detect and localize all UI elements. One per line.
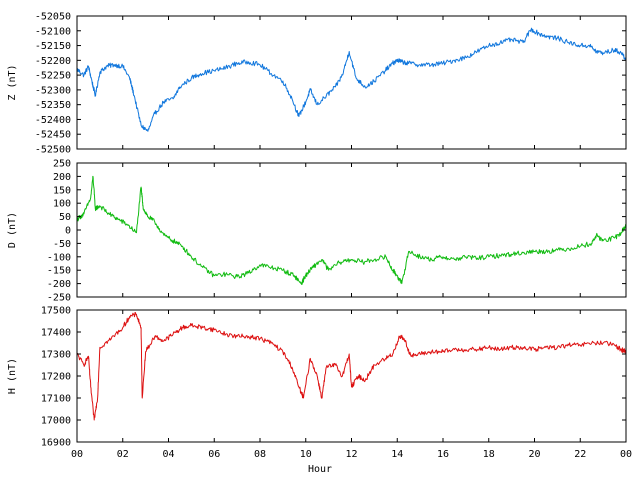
h-ytick-label: 17000 — [41, 416, 71, 427]
x-tick-label: 20 — [528, 449, 540, 460]
x-tick-label: 08 — [254, 449, 266, 460]
d-ytick-label: -250 — [47, 293, 71, 304]
d-ytick-label: -100 — [47, 252, 71, 263]
d-ytick-label: 50 — [59, 212, 71, 223]
x-tick-label: 02 — [117, 449, 129, 460]
z-ytick-label: -52350 — [35, 100, 71, 111]
x-tick-label: 22 — [574, 449, 586, 460]
z-ytick-label: -52250 — [35, 71, 71, 82]
x-tick-label: 14 — [391, 449, 403, 460]
d-axis-label: D (nT) — [7, 212, 18, 248]
z-ytick-label: -52450 — [35, 130, 71, 141]
d-ytick-label: -50 — [53, 239, 71, 250]
z-series-line — [76, 27, 627, 132]
x-tick-label: 00 — [71, 449, 83, 460]
x-tick-label: 10 — [300, 449, 312, 460]
x-tick-label: 18 — [483, 449, 495, 460]
h-ytick-label: 17300 — [41, 350, 71, 361]
h-axis-label: H (nT) — [7, 358, 18, 394]
d-ytick-label: 0 — [65, 226, 71, 237]
h-ytick-label: 17200 — [41, 372, 71, 383]
z-ytick-label: -52050 — [35, 12, 71, 23]
z-ytick-label: -52500 — [35, 145, 71, 156]
d-ytick-label: 150 — [53, 185, 71, 196]
h-ytick-label: 17400 — [41, 328, 71, 339]
x-axis-label: Hour — [308, 464, 332, 475]
d-ytick-label: 100 — [53, 199, 71, 210]
d-ytick-label: -200 — [47, 279, 71, 290]
h-ytick-label: 17500 — [41, 306, 71, 317]
z-axis-label: Z (nT) — [7, 64, 18, 100]
z-panel: -52050 -52100 -52150 -52200 -52250 -52300 -523… — [7, 12, 627, 156]
x-tick-label: 16 — [437, 449, 449, 460]
z-ytick-label: -52300 — [35, 85, 71, 96]
x-tick-label: 06 — [208, 449, 220, 460]
d-panel: 250 200 150 100 50 0 -50 -100 -150 -200 -250 D (nT) — [7, 159, 627, 304]
z-ytick-label: -52200 — [35, 56, 71, 67]
x-tick-label: 12 — [345, 449, 357, 460]
d-ytick-label: 200 — [53, 172, 71, 183]
x-tick-label: 00 — [620, 449, 632, 460]
h-ytick-label: 16900 — [41, 438, 71, 449]
h-panel: 17500 17400 17300 17200 17100 17000 16900 H (nT… — [7, 306, 632, 461]
x-tick-label: 04 — [162, 449, 174, 460]
z-ytick-label: -52150 — [35, 41, 71, 52]
d-ytick-label: -150 — [47, 266, 71, 277]
d-series-line — [76, 175, 627, 285]
z-ytick-label: -52400 — [35, 115, 71, 126]
d-ytick-label: 250 — [53, 159, 71, 170]
z-ytick-label: -52100 — [35, 26, 71, 37]
h-ytick-label: 17100 — [41, 394, 71, 405]
h-series-line — [76, 312, 627, 421]
